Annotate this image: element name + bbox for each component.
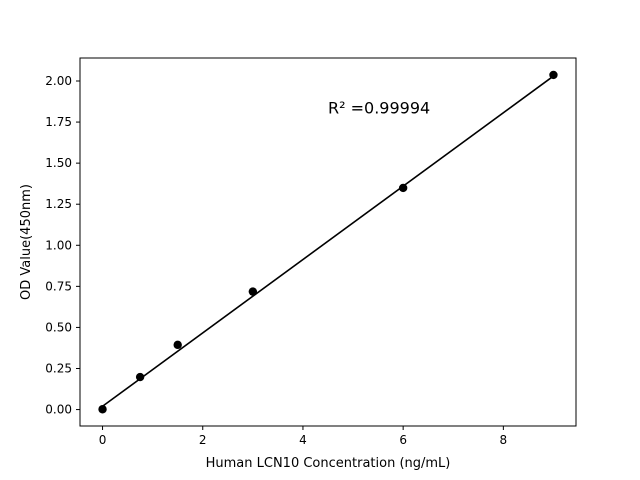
y-tick-label: 0.00 — [45, 403, 72, 417]
fit-line — [102, 75, 554, 407]
r-squared-annotation: R² =0.99994 — [328, 98, 430, 117]
y-tick-label: 0.50 — [45, 320, 72, 334]
y-tick-label: 0.75 — [45, 279, 72, 293]
x-axis: 0 2 4 6 8 — [99, 426, 507, 447]
data-point — [248, 287, 258, 296]
data-point — [549, 70, 558, 80]
data-points — [98, 70, 558, 414]
x-tick-label: 0 — [99, 433, 107, 447]
x-tick-label: 4 — [299, 433, 307, 447]
x-axis-label: Human LCN10 Concentration (ng/mL) — [206, 456, 451, 471]
data-point — [135, 372, 145, 382]
y-axis: 0.00 0.25 0.50 0.75 1.00 1.25 1.50 1.75 2.00 — [45, 74, 80, 417]
x-tick-label: 2 — [199, 433, 207, 447]
y-tick-label: 1.50 — [45, 156, 72, 170]
y-tick-label: 1.00 — [45, 238, 72, 252]
y-tick-label: 2.00 — [45, 74, 72, 88]
x-tick-label: 6 — [399, 433, 407, 447]
x-tick-label: 8 — [500, 433, 508, 447]
y-axis-label: OD Value(450nm) — [19, 184, 34, 300]
data-point — [173, 340, 182, 350]
data-point — [98, 405, 107, 414]
plot-area — [79, 57, 577, 427]
fit-line-group — [102, 75, 554, 407]
y-tick-label: 0.25 — [45, 362, 72, 376]
y-tick-label: 1.25 — [45, 197, 72, 211]
data-point — [398, 183, 408, 193]
y-tick-label: 1.75 — [45, 115, 72, 129]
